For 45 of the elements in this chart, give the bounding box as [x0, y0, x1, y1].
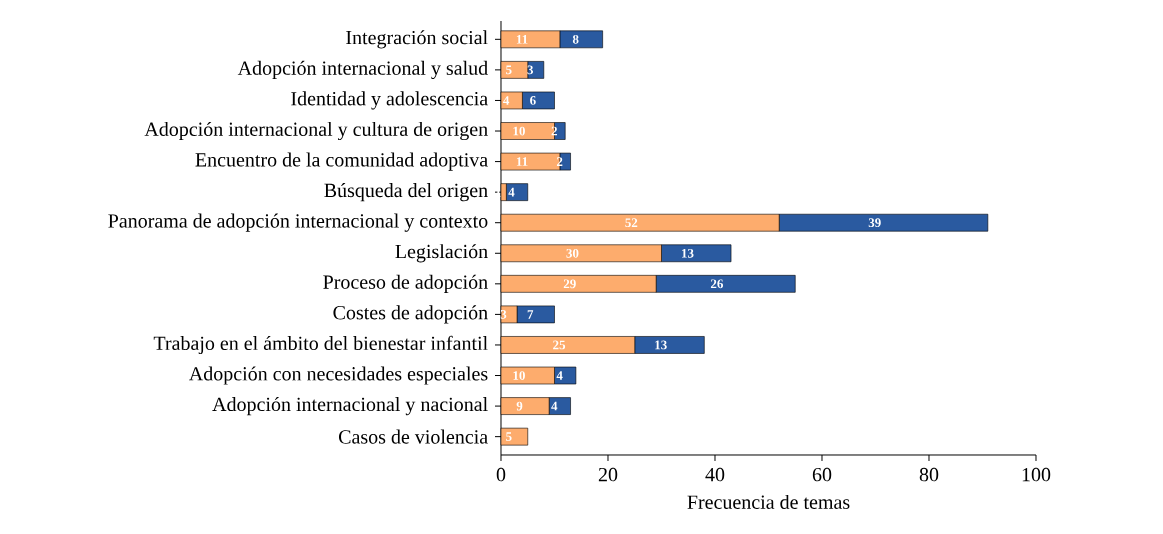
x-tick-label: 40: [705, 467, 725, 482]
y-tick-label: Trabajo en el ámbito del bienestar infantil: [153, 335, 488, 355]
y-tick-label: Adopción internacional y nacional: [212, 396, 488, 416]
data-label: 4: [508, 187, 515, 197]
data-label: 7: [527, 310, 534, 319]
y-tick-label: Adopción internacional y salud: [237, 60, 488, 79]
data-label: 29: [563, 279, 576, 289]
data-label: 30: [566, 248, 579, 258]
y-tick-label: Legislación: [395, 244, 488, 263]
data-label: 26: [710, 279, 724, 289]
y-tick-label: Adopción internacional y cultura de origen: [144, 121, 488, 141]
data-label: 13: [682, 248, 694, 258]
data-label: 8: [572, 34, 579, 44]
data-label: 4: [551, 401, 558, 411]
y-tick-label: Encuentro de la comunidad adoptiva: [195, 152, 488, 171]
data-label: 11: [516, 35, 528, 44]
data-label: 39: [868, 218, 881, 228]
x-tick-label: 80: [919, 467, 939, 482]
y-tick-label: Adopción con necesidades especiales: [189, 366, 488, 385]
y-tick-label: Proceso de adopción: [323, 274, 488, 293]
data-label: 2: [551, 126, 557, 136]
x-tick-label: 60: [812, 467, 832, 482]
data-label: 13: [655, 340, 667, 350]
y-tick-label: Costes de adopción: [333, 305, 488, 324]
data-label: 10: [513, 371, 525, 380]
data-label: 5: [506, 432, 512, 441]
data-label: 4: [556, 371, 563, 380]
x-tick-label: 100: [1022, 467, 1051, 482]
x-tick-label: 0: [496, 467, 506, 482]
data-label: 9: [516, 401, 523, 411]
x-tick-label: 20: [598, 467, 618, 482]
y-tick-label: Búsqueda del origen: [324, 183, 488, 202]
y-tick-label: Casos de violencia: [338, 429, 488, 444]
y-tick-label: Identidad y adolescencia: [291, 91, 488, 110]
data-label: 3: [527, 65, 534, 75]
data-label: 25: [553, 340, 566, 350]
data-label: 5: [506, 65, 512, 75]
data-label: 6: [530, 96, 536, 105]
x-axis-title: Frecuencia de temas: [687, 494, 850, 509]
data-label: 10: [513, 126, 525, 136]
data-label: 4: [503, 96, 510, 105]
y-tick-label: Integración social: [346, 30, 488, 49]
data-label: 11: [516, 157, 528, 166]
data-label: 52: [625, 218, 638, 228]
y-tick-label: Panorama de adopción internacional y contexto: [108, 213, 488, 232]
